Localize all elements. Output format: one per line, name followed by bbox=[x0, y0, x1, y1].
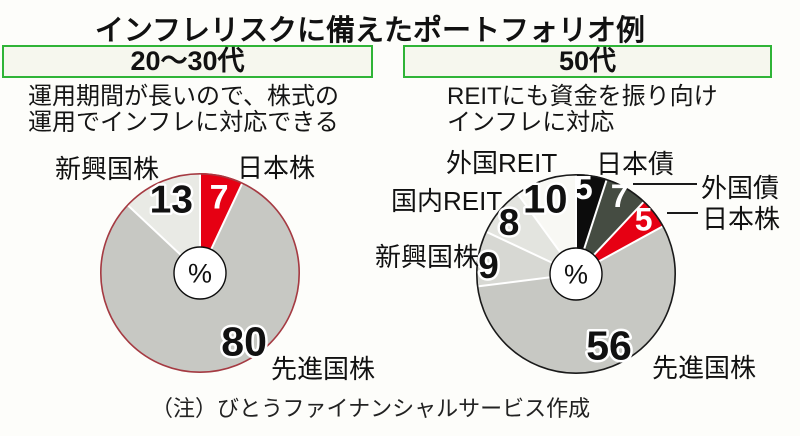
source-note: （注）びとうファイナンシャルサービス作成 bbox=[151, 396, 591, 421]
pie-outline bbox=[100, 173, 300, 373]
description-line-1: REITにも資金を振り向け bbox=[447, 83, 718, 110]
pie-outline bbox=[476, 174, 676, 374]
age-group-header-50s: 50代 bbox=[403, 45, 772, 78]
pie-slice bbox=[517, 174, 576, 274]
slice-label-developed-stocks-left: 先進国株 bbox=[271, 354, 376, 384]
slice-value-label: 9 bbox=[478, 245, 499, 286]
panel-description-50s: REITにも資金を振り向け インフレに対応 bbox=[447, 84, 718, 136]
slice-label-japan-stocks-right: 日本株 bbox=[702, 204, 781, 234]
slice-value-label: 80 bbox=[221, 319, 267, 365]
description-line-2: インフレに対応 bbox=[447, 109, 615, 136]
slice-label-foreign-bonds: 外国債 bbox=[701, 173, 780, 203]
slice-value-label: 5 bbox=[574, 171, 592, 206]
slice-value-label: 13 bbox=[150, 178, 193, 221]
callout-line-japan-stocks bbox=[667, 212, 698, 214]
age-group-header-20-30s: 20〜30代 bbox=[2, 45, 373, 78]
pie-slice bbox=[127, 173, 200, 273]
page-title: インフレリスクに備えたポートフォリオ例 bbox=[94, 15, 646, 47]
pie-slice bbox=[485, 193, 576, 274]
slice-label-developed-stocks-right: 先進国株 bbox=[652, 353, 757, 383]
panel-description-20-30s: 運用期間が長いので、株式の 運用でインフレに対応できる bbox=[28, 84, 339, 136]
pie-chart-20-30s: % 7 80 13 bbox=[99, 173, 300, 374]
pie-center-circle bbox=[549, 247, 603, 301]
callout-line-foreign-bonds bbox=[633, 183, 697, 185]
description-line-1: 運用期間が長いので、株式の bbox=[28, 83, 340, 110]
slice-label-foreign-reit: 外国REIT bbox=[446, 148, 558, 178]
pie-slice bbox=[200, 173, 243, 273]
slice-label-emerging-stocks-right: 新興国株 bbox=[375, 242, 480, 272]
description-line-2: 運用でインフレに対応できる bbox=[28, 109, 339, 136]
pie-center-circle bbox=[173, 246, 227, 300]
pie-unit-label: % bbox=[564, 260, 588, 290]
pie-unit-label: % bbox=[188, 259, 212, 289]
slice-label-japan-stocks-left: 日本株 bbox=[237, 153, 316, 183]
slice-label-japan-bonds: 日本債 bbox=[596, 149, 675, 179]
slice-value-label: 7 bbox=[210, 179, 229, 217]
slice-value-label: 8 bbox=[499, 202, 520, 243]
pie-slice bbox=[576, 178, 645, 274]
slice-value-label: 7 bbox=[611, 178, 629, 214]
slice-label-emerging-stocks-left: 新興国株 bbox=[55, 154, 160, 184]
slice-label-domestic-reit: 国内REIT bbox=[391, 186, 503, 216]
slice-value-label: 10 bbox=[523, 177, 568, 221]
slice-value-label: 5 bbox=[635, 202, 653, 238]
slice-value-label: 56 bbox=[586, 322, 632, 368]
pie-slice bbox=[576, 201, 664, 274]
